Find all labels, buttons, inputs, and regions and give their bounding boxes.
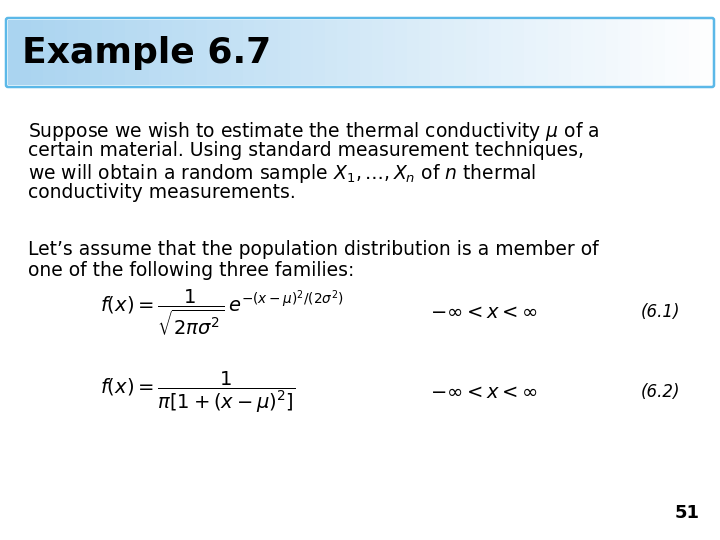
Bar: [583, 20, 595, 85]
Text: Example 6.7: Example 6.7: [22, 36, 271, 70]
Bar: [559, 20, 572, 85]
Bar: [254, 20, 267, 85]
Text: $f(x) = \dfrac{1}{\sqrt{2\pi\sigma^2}}\, e^{-(x-\mu)^2/(2\sigma^2)}$: $f(x) = \dfrac{1}{\sqrt{2\pi\sigma^2}}\,…: [100, 287, 343, 337]
Bar: [231, 20, 243, 85]
Bar: [548, 20, 560, 85]
Bar: [184, 20, 197, 85]
Bar: [688, 20, 701, 85]
Text: certain material. Using standard measurement techniques,: certain material. Using standard measure…: [28, 141, 584, 160]
Bar: [336, 20, 349, 85]
Bar: [571, 20, 584, 85]
Bar: [137, 20, 150, 85]
Bar: [19, 20, 32, 85]
Bar: [513, 20, 526, 85]
Bar: [243, 20, 256, 85]
Bar: [630, 20, 643, 85]
Bar: [43, 20, 56, 85]
Text: $f(x) = \dfrac{1}{\pi[1 + (x - \mu)^2]}$: $f(x) = \dfrac{1}{\pi[1 + (x - \mu)^2]}$: [100, 369, 295, 415]
Text: (6.2): (6.2): [641, 383, 680, 401]
Bar: [207, 20, 220, 85]
Bar: [418, 20, 431, 85]
Bar: [161, 20, 174, 85]
Bar: [665, 20, 678, 85]
Bar: [606, 20, 619, 85]
Bar: [278, 20, 291, 85]
Bar: [524, 20, 537, 85]
Bar: [55, 20, 68, 85]
Text: Suppose we wish to estimate the thermal conductivity $\mu$ of a: Suppose we wish to estimate the thermal …: [28, 120, 600, 143]
Bar: [489, 20, 502, 85]
Bar: [454, 20, 467, 85]
Bar: [8, 20, 21, 85]
Bar: [289, 20, 302, 85]
Bar: [266, 20, 279, 85]
Bar: [360, 20, 373, 85]
Bar: [642, 20, 654, 85]
Bar: [78, 20, 91, 85]
Bar: [313, 20, 325, 85]
Bar: [196, 20, 209, 85]
Text: conductivity measurements.: conductivity measurements.: [28, 183, 296, 202]
Bar: [348, 20, 361, 85]
Bar: [125, 20, 138, 85]
Text: Let’s assume that the population distribution is a member of: Let’s assume that the population distrib…: [28, 240, 598, 259]
Bar: [384, 20, 396, 85]
Bar: [595, 20, 608, 85]
Text: $-\infty < x < \infty$: $-\infty < x < \infty$: [430, 302, 539, 321]
Bar: [395, 20, 408, 85]
Bar: [302, 20, 314, 85]
Text: 51: 51: [675, 504, 700, 522]
Bar: [501, 20, 513, 85]
Bar: [102, 20, 114, 85]
Bar: [90, 20, 103, 85]
Bar: [172, 20, 185, 85]
Bar: [618, 20, 631, 85]
Bar: [32, 20, 44, 85]
Bar: [701, 20, 713, 85]
Bar: [653, 20, 666, 85]
Text: (6.1): (6.1): [641, 303, 680, 321]
Bar: [407, 20, 420, 85]
Bar: [67, 20, 79, 85]
Text: $-\infty < x < \infty$: $-\infty < x < \infty$: [430, 382, 539, 402]
Bar: [466, 20, 478, 85]
Bar: [114, 20, 126, 85]
Bar: [442, 20, 455, 85]
Bar: [477, 20, 490, 85]
Bar: [372, 20, 384, 85]
Bar: [431, 20, 443, 85]
Text: one of the following three families:: one of the following three families:: [28, 261, 354, 280]
Bar: [149, 20, 161, 85]
Bar: [219, 20, 232, 85]
Text: we will obtain a random sample $X_1, \ldots , X_n$ of $n$ thermal: we will obtain a random sample $X_1, \ld…: [28, 162, 536, 185]
Bar: [325, 20, 338, 85]
Bar: [677, 20, 690, 85]
Bar: [536, 20, 549, 85]
